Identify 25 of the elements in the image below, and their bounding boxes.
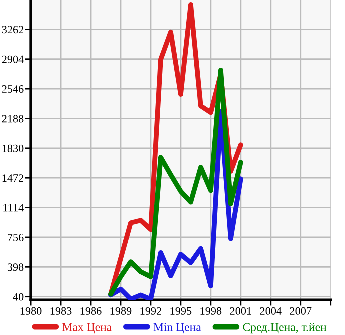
y-tick-label: 1830 (2, 144, 24, 152)
x-tick-label: 2007 (290, 307, 312, 315)
y-tick-label: 2188 (2, 115, 24, 123)
x-tick-label: 1989 (110, 307, 132, 315)
y-tick-label: 756 (8, 234, 24, 242)
legend-label: Min Цена (154, 323, 202, 334)
x-tick-label: 1980 (20, 307, 42, 315)
x-tick-label: 1998 (200, 307, 222, 315)
line-series (108, 68, 244, 297)
y-tick-label: 2546 (2, 86, 24, 94)
x-tick-label: 2001 (230, 307, 252, 315)
x-tick-label: 1983 (50, 307, 72, 315)
y-tick-label: 398 (8, 264, 24, 272)
y-tick-label: 1114 (4, 204, 24, 212)
legend-label: Max Цена (62, 323, 112, 334)
x-tick-label: 1995 (170, 307, 192, 315)
x-tick-label: 1992 (140, 307, 162, 315)
y-tick-label: 1472 (2, 174, 24, 182)
y-tick-label: 3262 (2, 26, 24, 34)
legend-label: Сред.Цена, т.йен (243, 323, 327, 334)
line-series (108, 110, 244, 300)
x-tick-label: 1986 (80, 307, 102, 315)
x-tick-label: 2004 (260, 307, 282, 315)
y-tick-label: 40 (13, 293, 24, 301)
y-tick-label: 2904 (2, 56, 24, 64)
